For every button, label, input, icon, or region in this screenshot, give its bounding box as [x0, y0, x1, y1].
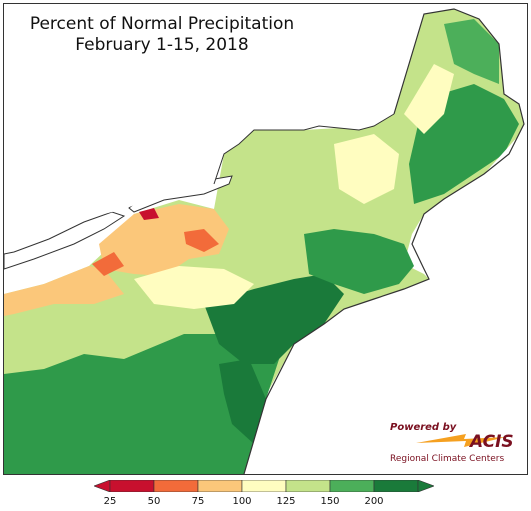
- ocean: [244, 126, 527, 474]
- legend-swatch: [109, 480, 155, 492]
- legend-swatch: [329, 480, 375, 492]
- legend-arrow-left: [94, 480, 111, 492]
- legend-tick-label: 125: [276, 496, 296, 507]
- map-title: Percent of Normal Precipitation February…: [12, 14, 312, 56]
- legend-swatch: [241, 480, 287, 492]
- delmarva: [219, 359, 266, 444]
- logo-powered-by: Powered by: [390, 422, 457, 433]
- canada-border: [213, 113, 395, 185]
- acis-logo-graphic: Powered by ACIS Regional Climate Centers: [390, 422, 514, 464]
- erie-shore-dry: [92, 252, 124, 276]
- outside-region: [4, 4, 424, 249]
- legend-swatch: [153, 480, 199, 492]
- map-frame: Percent of Normal Precipitation February…: [3, 3, 528, 475]
- south-wet-region: [4, 334, 284, 474]
- legend-bar: [94, 480, 434, 492]
- legend-tick-label: 50: [147, 496, 161, 507]
- ny-orange-patch: [184, 229, 219, 252]
- legend-tick-label: 25: [103, 496, 117, 507]
- logo-swoosh: [416, 434, 506, 447]
- legend-swatch: [373, 480, 419, 492]
- title-line-2: February 1-15, 2018: [75, 35, 249, 55]
- color-legend: 25 50 75 100 125 150 200: [94, 480, 434, 510]
- coastline: [243, 8, 525, 474]
- legend-swatch: [285, 480, 331, 492]
- legend-swatch: [197, 480, 243, 492]
- logo-subtitle: Regional Climate Centers: [390, 454, 504, 463]
- northern-maine-green: [444, 19, 499, 84]
- logo-brand: ACIS: [468, 432, 514, 452]
- southern-new-england: [304, 229, 414, 294]
- maine-yellow: [404, 64, 454, 134]
- buffalo-red: [139, 208, 159, 220]
- western-ny-dry: [99, 204, 229, 276]
- ohio-dry: [4, 266, 124, 316]
- legend-tick-label: 150: [320, 496, 340, 507]
- legend-tick-label: 75: [191, 496, 205, 507]
- legend-arrow-right: [417, 480, 434, 492]
- legend-tick-label: 100: [232, 496, 252, 507]
- legend-tick-label: 200: [364, 496, 384, 507]
- title-line-1: Percent of Normal Precipitation: [29, 14, 295, 34]
- central-pa-normal: [134, 266, 254, 309]
- precipitation-map: [4, 4, 527, 474]
- acis-logo: Powered by ACIS Regional Climate Centers: [386, 417, 526, 464]
- vt-nh-normal: [334, 134, 399, 204]
